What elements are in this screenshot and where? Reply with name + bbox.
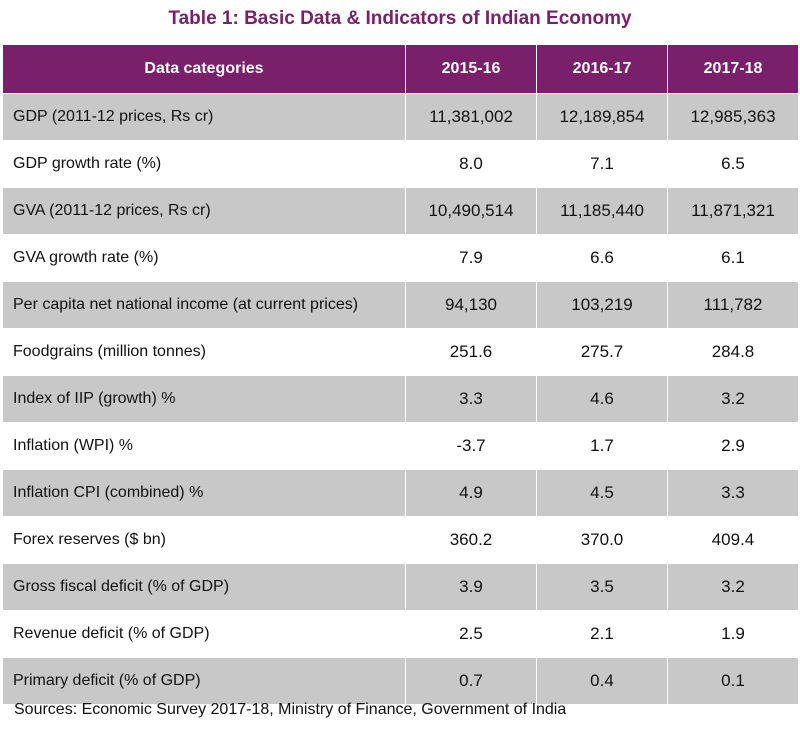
row-category: Foodgrains (million tonnes) bbox=[2, 328, 406, 376]
row-value: 409.4 bbox=[667, 516, 799, 564]
table-row: GVA (2011-12 prices, Rs cr) 10,490,514 11,… bbox=[2, 187, 799, 235]
indicators-table: Data categories 2015-16 2016-17 2017-18 … bbox=[2, 44, 799, 705]
row-value: 103,219 bbox=[536, 281, 668, 329]
table-row: Primary deficit (% of GDP) 0.7 0.4 0.1 bbox=[2, 657, 799, 705]
table-row: GDP growth rate (%) 8.0 7.1 6.5 bbox=[2, 140, 799, 188]
row-category: Primary deficit (% of GDP) bbox=[2, 657, 406, 705]
row-value: 1.9 bbox=[667, 610, 799, 658]
table-row: GVA growth rate (%) 7.9 6.6 6.1 bbox=[2, 234, 799, 282]
source-note: Sources: Economic Survey 2017-18, Minist… bbox=[14, 701, 567, 718]
header-row: Data categories 2015-16 2016-17 2017-18 bbox=[2, 44, 799, 94]
row-value: 2.1 bbox=[536, 610, 668, 658]
row-value: 0.7 bbox=[405, 657, 537, 705]
row-value: 6.5 bbox=[667, 140, 799, 188]
row-value: 251.6 bbox=[405, 328, 537, 376]
row-category: GDP growth rate (%) bbox=[2, 140, 406, 188]
row-value: 3.9 bbox=[405, 563, 537, 611]
row-value: 11,871,321 bbox=[667, 187, 799, 235]
row-value: 0.1 bbox=[667, 657, 799, 705]
table-row: Foodgrains (million tonnes) 251.6 275.7 284… bbox=[2, 328, 799, 376]
row-value: 12,189,854 bbox=[536, 93, 668, 141]
row-value: 1.7 bbox=[536, 422, 668, 470]
row-value: 3.3 bbox=[405, 375, 537, 423]
header-2016-17: 2016-17 bbox=[536, 44, 668, 94]
header-2015-16: 2015-16 bbox=[405, 44, 537, 94]
row-value: 11,381,002 bbox=[405, 93, 537, 141]
row-value: 4.5 bbox=[536, 469, 668, 517]
row-category: Index of IIP (growth) % bbox=[2, 375, 406, 423]
row-value: 12,985,363 bbox=[667, 93, 799, 141]
row-value: 111,782 bbox=[667, 281, 799, 329]
row-category: GVA (2011-12 prices, Rs cr) bbox=[2, 187, 406, 235]
header-2017-18: 2017-18 bbox=[667, 44, 799, 94]
row-value: 4.6 bbox=[536, 375, 668, 423]
row-category: GDP (2011-12 prices, Rs cr) bbox=[2, 93, 406, 141]
row-value: 6.6 bbox=[536, 234, 668, 282]
row-value: 4.9 bbox=[405, 469, 537, 517]
table-row: Forex reserves ($ bn) 360.2 370.0 409.4 bbox=[2, 516, 799, 564]
row-value: 3.3 bbox=[667, 469, 799, 517]
row-value: 7.9 bbox=[405, 234, 537, 282]
row-value: 6.1 bbox=[667, 234, 799, 282]
row-value: -3.7 bbox=[405, 422, 537, 470]
row-value: 94,130 bbox=[405, 281, 537, 329]
row-value: 2.5 bbox=[405, 610, 537, 658]
row-category: Per capita net national income (at curre… bbox=[2, 281, 406, 329]
table-row: Per capita net national income (at curre… bbox=[2, 281, 799, 329]
table-row: Gross fiscal deficit (% of GDP) 3.9 3.5 3.2 bbox=[2, 563, 799, 611]
row-category: GVA growth rate (%) bbox=[2, 234, 406, 282]
table-row: Revenue deficit (% of GDP) 2.5 2.1 1.9 bbox=[2, 610, 799, 658]
table-row: Inflation CPI (combined) % 4.9 4.5 3.3 bbox=[2, 469, 799, 517]
row-value: 11,185,440 bbox=[536, 187, 668, 235]
row-value: 284.8 bbox=[667, 328, 799, 376]
table-row: Inflation (WPI) % -3.7 1.7 2.9 bbox=[2, 422, 799, 470]
row-value: 7.1 bbox=[536, 140, 668, 188]
row-category: Inflation CPI (combined) % bbox=[2, 469, 406, 517]
table-row: GDP (2011-12 prices, Rs cr) 11,381,002 12,… bbox=[2, 93, 799, 141]
row-value: 3.2 bbox=[667, 375, 799, 423]
row-value: 8.0 bbox=[405, 140, 537, 188]
row-category: Gross fiscal deficit (% of GDP) bbox=[2, 563, 406, 611]
row-value: 0.4 bbox=[536, 657, 668, 705]
row-value: 3.2 bbox=[667, 563, 799, 611]
row-value: 370.0 bbox=[536, 516, 668, 564]
row-category: Forex reserves ($ bn) bbox=[2, 516, 406, 564]
table-title: Table 1: Basic Data & Indicators of Indi… bbox=[168, 8, 632, 29]
row-value: 3.5 bbox=[536, 563, 668, 611]
row-category: Revenue deficit (% of GDP) bbox=[2, 610, 406, 658]
row-value: 2.9 bbox=[667, 422, 799, 470]
table-row: Index of IIP (growth) % 3.3 4.6 3.2 bbox=[2, 375, 799, 423]
row-category: Inflation (WPI) % bbox=[2, 422, 406, 470]
header-data-categories: Data categories bbox=[2, 44, 406, 94]
row-value: 360.2 bbox=[405, 516, 537, 564]
row-value: 10,490,514 bbox=[405, 187, 537, 235]
row-value: 275.7 bbox=[536, 328, 668, 376]
